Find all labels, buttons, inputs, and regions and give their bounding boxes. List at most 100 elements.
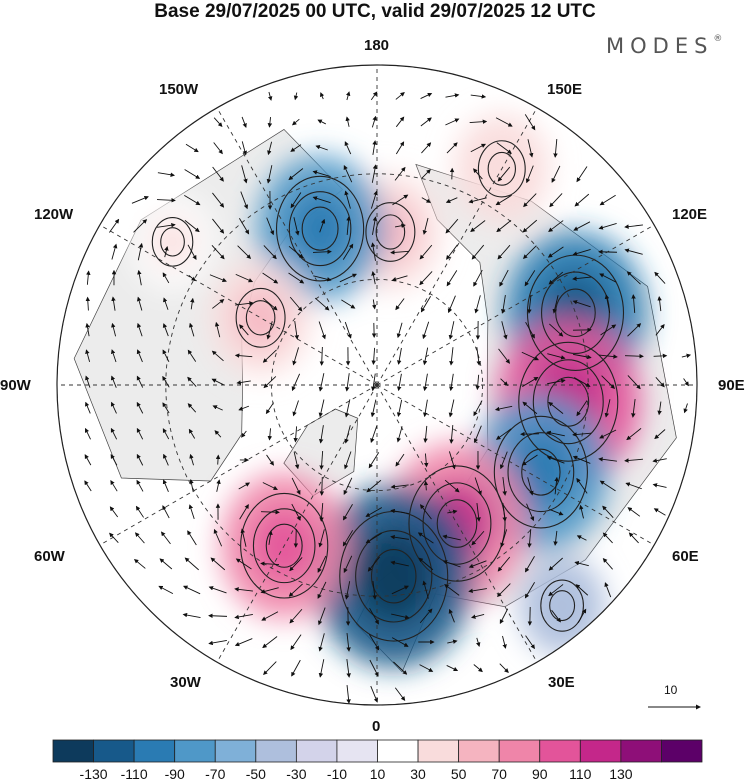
wind-vector (447, 295, 456, 314)
wind-vector (422, 321, 430, 340)
wind-vector (164, 246, 169, 258)
wind-vector (497, 583, 511, 598)
wind-vector (343, 164, 353, 183)
wind-vector (471, 244, 485, 260)
wind-vector (372, 140, 377, 156)
wind-vector (111, 349, 117, 363)
wind-vector (317, 555, 327, 573)
wind-vector (318, 321, 326, 340)
wind-vector (235, 301, 254, 306)
wind-vector (234, 353, 253, 358)
wind-vector (346, 633, 351, 652)
wind-vector (293, 92, 299, 101)
wind-vector (212, 166, 224, 182)
wind-vector (109, 218, 120, 233)
wind-vector (502, 503, 507, 522)
wind-vector (449, 373, 454, 392)
wind-vector (234, 638, 253, 647)
wind-vector (369, 659, 379, 677)
wind-vector (182, 612, 201, 619)
wind-vector (158, 585, 174, 595)
wind-vector (525, 165, 534, 184)
wind-vector (292, 400, 299, 417)
anomaly-pos-n-pacific-contour-0 (375, 214, 406, 250)
wind-vector (162, 428, 170, 440)
anomaly-neg-w-siberia-core (506, 431, 576, 514)
wind-vector (551, 165, 561, 183)
wind-vector (187, 403, 197, 413)
wind-vector (318, 399, 325, 418)
wind-vector (471, 530, 485, 546)
wind-vector (420, 296, 432, 313)
lon-label-60w: 60W (34, 548, 65, 565)
wind-vector (345, 116, 350, 127)
wind-vector (424, 453, 429, 468)
wind-vector (367, 556, 381, 572)
colorbar-tick-label: -10 (326, 766, 348, 782)
anomaly-pos-c-siberia-contour-1 (532, 359, 604, 445)
wind-vector (135, 505, 144, 518)
wind-vector (628, 532, 639, 544)
wind-vector (546, 455, 565, 464)
wind-vector (344, 190, 351, 209)
colorbar-tick-label: 10 (369, 766, 386, 782)
anomaly-pos-scandinavia-contour-0 (436, 499, 478, 548)
wind-vector (342, 530, 354, 547)
wind-vector (653, 508, 666, 516)
wind-vector (419, 244, 433, 260)
wind-vectors (84, 91, 692, 704)
wind-vector (343, 503, 353, 521)
anomaly-neg-alaska-w-contour-1 (288, 191, 352, 267)
wind-vector (185, 143, 199, 153)
wind-vector (136, 322, 143, 337)
wind-vector (212, 218, 225, 234)
wind-vector (473, 168, 483, 180)
wind-vector (599, 429, 617, 439)
wind-vector (344, 581, 351, 600)
wind-vector (604, 582, 612, 598)
wind-vector (469, 119, 488, 124)
wind-vector (624, 458, 644, 463)
wind-vector (289, 296, 303, 312)
colorbar-swatch (417, 739, 460, 763)
wind-vector (572, 455, 591, 464)
wind-vector (208, 586, 227, 594)
wind-vector (573, 221, 591, 231)
anomaly-pos-canada-contour-0 (245, 300, 276, 336)
wind-vector (499, 451, 508, 470)
wind-vector (187, 376, 197, 387)
wind-vector (602, 532, 613, 544)
wind-vector (499, 663, 509, 673)
wind-vector (290, 144, 302, 152)
wind-vector (395, 116, 405, 128)
wind-vector (390, 534, 409, 540)
wind-vector (342, 243, 354, 260)
wind-vector (548, 220, 564, 232)
wind-vector (370, 190, 378, 209)
wind-vector (576, 166, 588, 183)
wind-vector (241, 141, 247, 156)
wind-vector (110, 480, 118, 492)
wind-vector (601, 375, 616, 389)
colorbar-tick-label: -30 (286, 766, 307, 782)
wind-vector (188, 504, 195, 520)
anomaly-pos-sw-canada-core (151, 217, 194, 267)
wind-vector (345, 91, 351, 101)
wind-vector (137, 269, 142, 286)
wind-vector (267, 117, 273, 128)
wind-vector (237, 245, 252, 259)
wind-vector (291, 118, 300, 126)
wind-vector (495, 117, 513, 127)
anomaly-neg-alaska-w-contour-2 (275, 175, 365, 282)
wind-vector (473, 664, 483, 673)
wind-vector (289, 557, 303, 572)
wind-vector (371, 115, 377, 128)
wind-vector (495, 428, 512, 440)
wind-vector (216, 479, 221, 492)
wind-vector (288, 168, 304, 181)
wind-vector (552, 295, 559, 314)
wind-vector (549, 193, 563, 208)
wind-vector (346, 659, 351, 678)
wind-vector (160, 531, 171, 545)
wind-vector (344, 425, 351, 444)
